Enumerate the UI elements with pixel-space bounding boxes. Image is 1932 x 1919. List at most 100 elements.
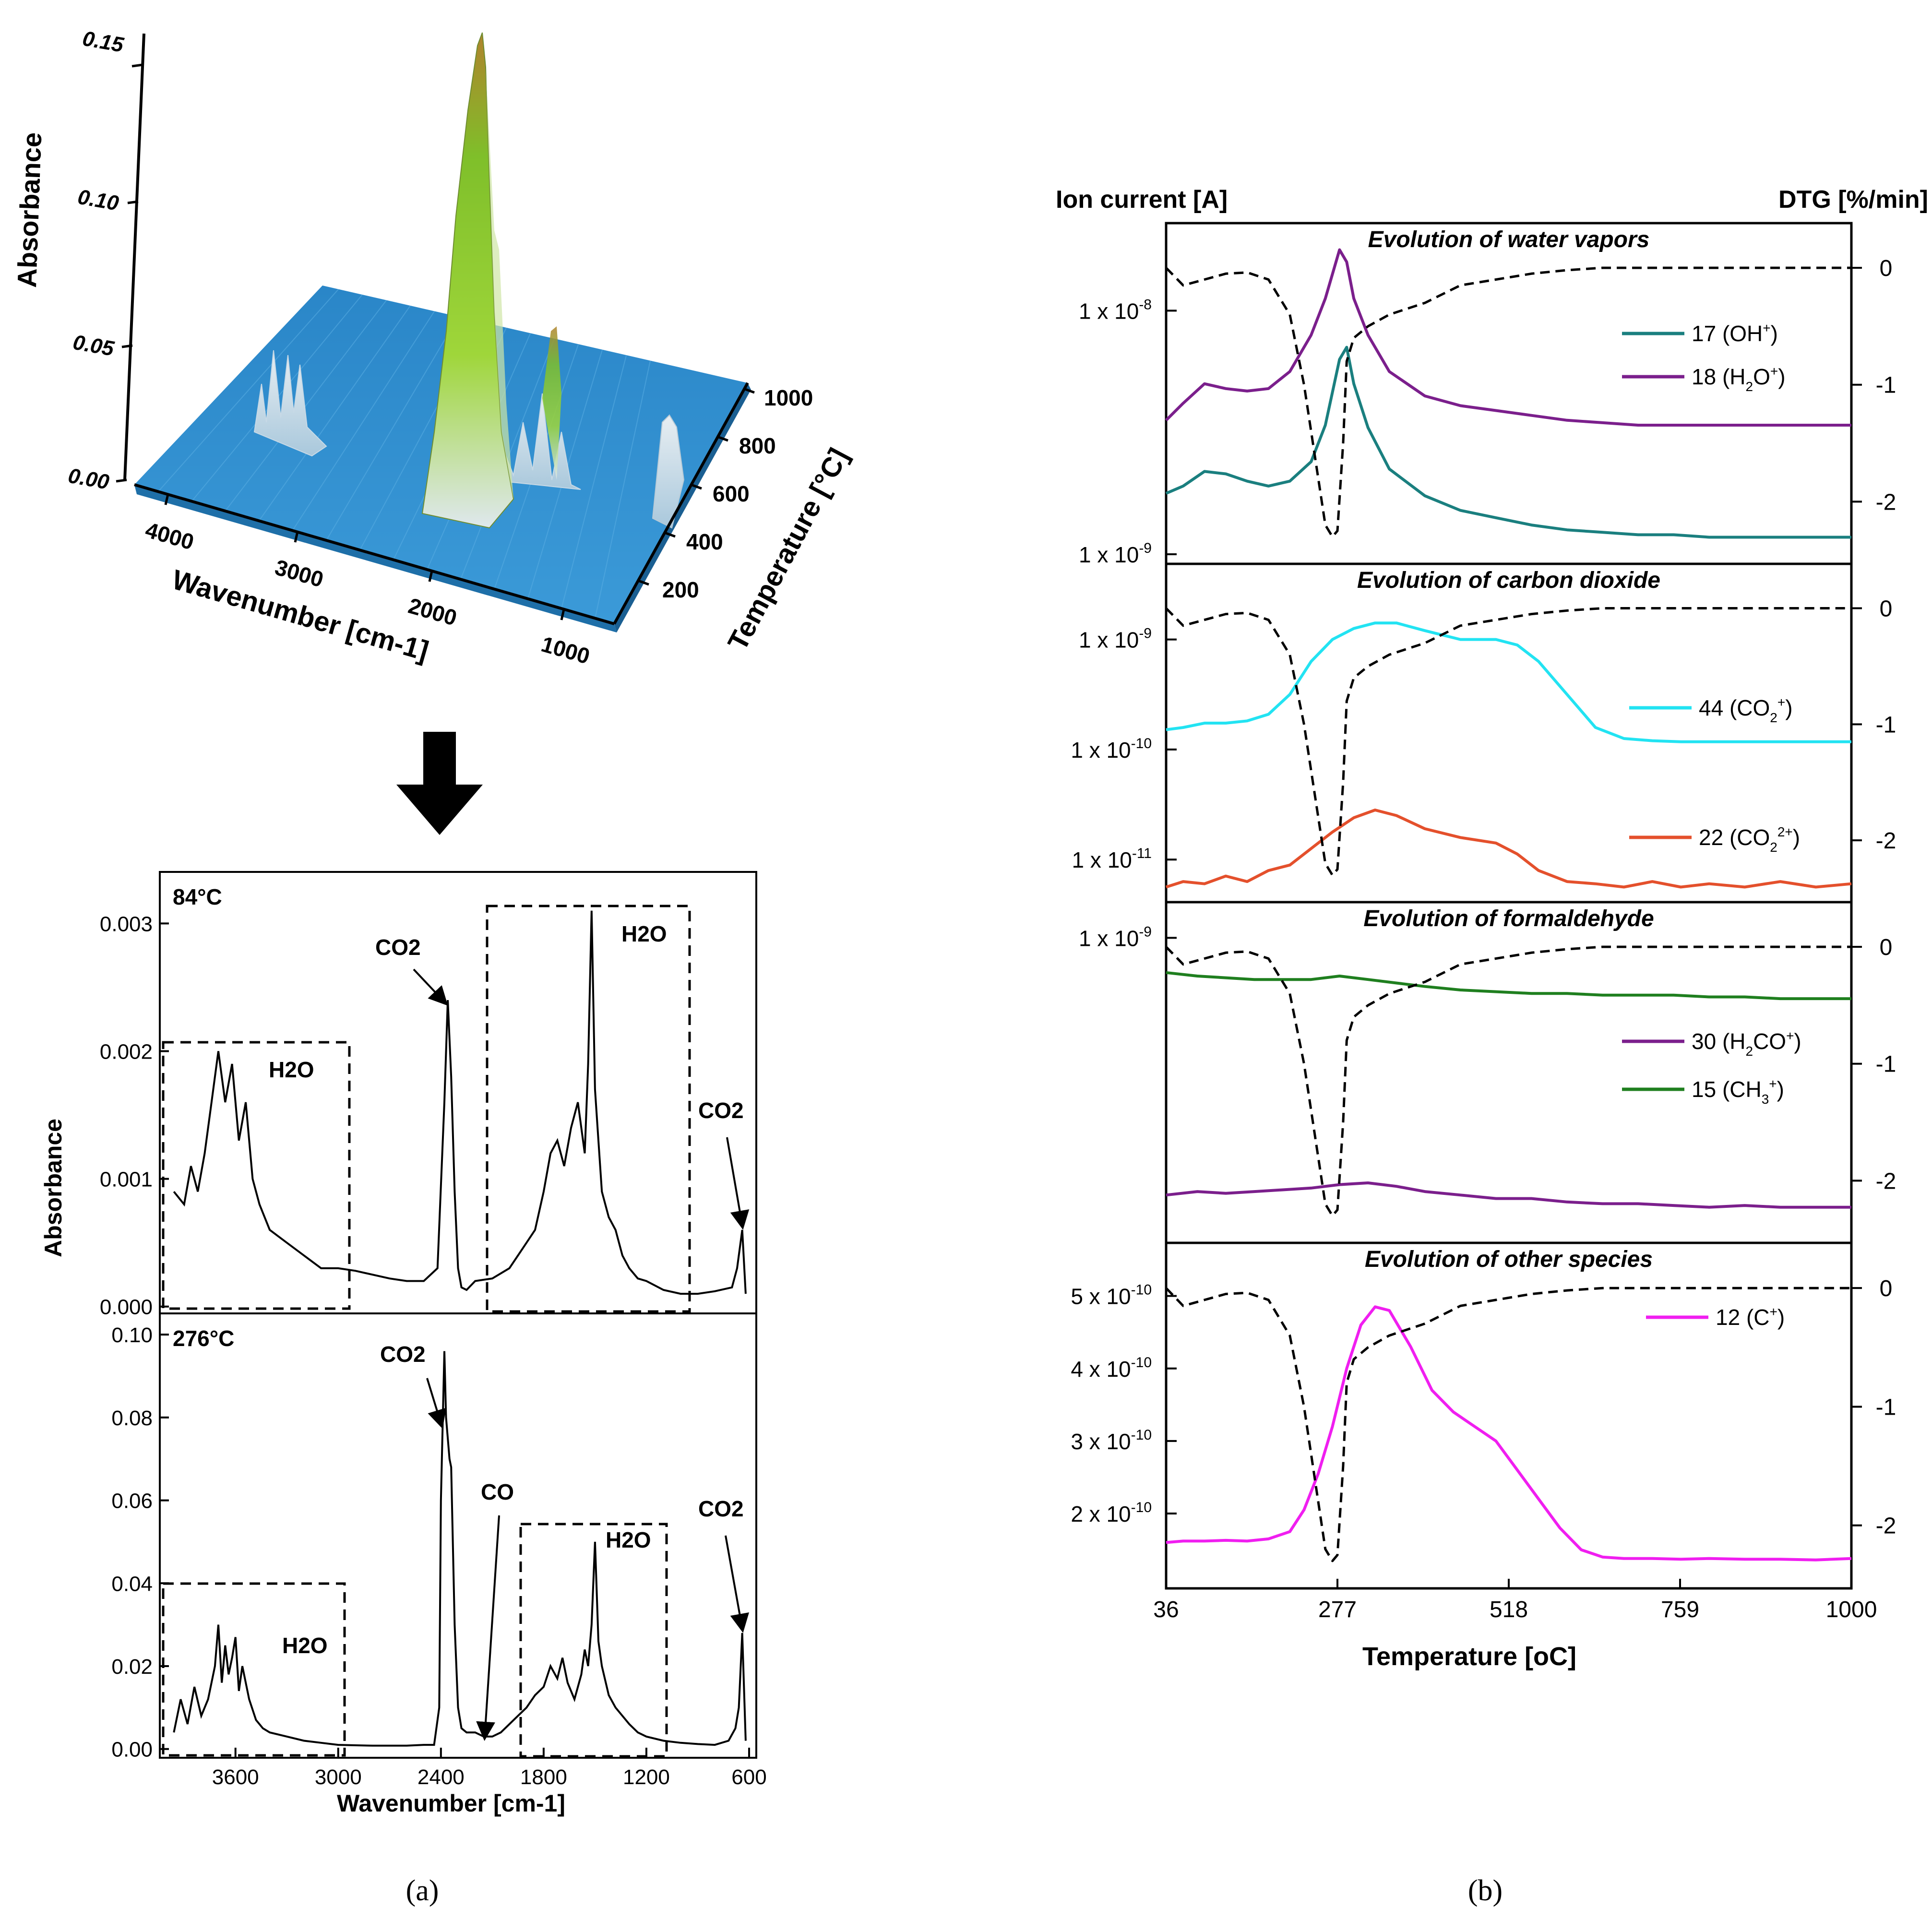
y-tick-label: 0.003 bbox=[100, 912, 153, 936]
temperature-tick-3d: 1000 bbox=[764, 385, 813, 410]
h2o-box-high-84C bbox=[162, 1041, 351, 1310]
ms-right-tick-label: -2 bbox=[1876, 1514, 1896, 1539]
absorbance-axis-3d bbox=[123, 33, 145, 480]
ms-panel-0: Evolution of water vapors 0 -1 -2 1 x 10-8 1 … bbox=[1079, 222, 1896, 567]
ms-panel-frame bbox=[1165, 562, 1853, 904]
ms-right-tick-label: -2 bbox=[1876, 828, 1896, 854]
annotation-co2-276C-a: CO2 bbox=[380, 1342, 446, 1429]
legend-entry: 17 (OH+) bbox=[1622, 321, 1778, 346]
legend-label: 18 (H2O+) bbox=[1692, 364, 1786, 394]
ms-panel-title: Evolution of other species bbox=[1365, 1247, 1653, 1272]
annotation-co2-84C-a: CO2 bbox=[375, 935, 448, 1006]
annotation-text: CO bbox=[481, 1479, 514, 1504]
ftir-3d-plot: 0.00 0.05 0.10 0.15 Absorbance bbox=[12, 27, 855, 669]
peak-co2-low-3d bbox=[652, 414, 685, 529]
ion-current-curve bbox=[1165, 346, 1851, 539]
ion-current-curve bbox=[1166, 621, 1851, 743]
ms-right-tick-label: -2 bbox=[1876, 1168, 1896, 1194]
spectrum-line-84C bbox=[173, 910, 747, 1295]
annotation-h2o-84C-a: H2O bbox=[269, 1057, 314, 1082]
ms-left-tick-label: 5 x 10-10 bbox=[1071, 1282, 1152, 1309]
legend-label: 30 (H2CO+) bbox=[1692, 1028, 1801, 1059]
ms-left-tick-label: 4 x 10-10 bbox=[1071, 1355, 1152, 1382]
annotation-text: H2O bbox=[282, 1633, 328, 1658]
ms-right-tick-label: -1 bbox=[1876, 1052, 1896, 1077]
ms-left-tick-label: 3 x 10-10 bbox=[1071, 1427, 1152, 1454]
temperature-ticks-3d bbox=[638, 387, 755, 586]
legend-entry: 44 (CO2+) bbox=[1629, 695, 1793, 725]
y-tick-label: 0.000 bbox=[100, 1296, 153, 1319]
h2o-box-low-276C bbox=[519, 1523, 668, 1758]
ms-left-tick-label: 1 x 10-9 bbox=[1079, 540, 1152, 567]
dtg-curve bbox=[1165, 1287, 1851, 1562]
legend-label: 15 (CH3+) bbox=[1692, 1076, 1784, 1107]
ms-x-tick-label: 1000 bbox=[1826, 1597, 1877, 1622]
temperature-tick-3d: 200 bbox=[662, 577, 699, 602]
spectra-frame bbox=[159, 871, 757, 1759]
ms-ylabel-right: DTG [%/min] bbox=[1778, 186, 1928, 214]
wavenumber-ticks-3d bbox=[164, 494, 565, 620]
ms-right-tick-label: -1 bbox=[1876, 712, 1896, 738]
z-tick-3d: 0.00 bbox=[66, 464, 111, 494]
h2o-box-high-276C bbox=[162, 1582, 346, 1757]
annotation-text: CO2 bbox=[375, 935, 421, 960]
legend-label: 17 (OH+) bbox=[1692, 321, 1778, 346]
y-ticks-276C: 0.00 0.02 0.04 0.06 0.08 0.10 bbox=[111, 1323, 169, 1762]
x-ticks-276C: 3600 3000 2400 1800 1200 600 bbox=[212, 1748, 767, 1789]
dtg-curve bbox=[1165, 607, 1851, 877]
z-tick-3d: 0.10 bbox=[76, 185, 120, 215]
y-tick-label: 0.001 bbox=[100, 1168, 153, 1192]
temperature-tick-3d: 800 bbox=[739, 433, 776, 458]
annotation-text: CO2 bbox=[698, 1496, 744, 1521]
y-tick-label: 0.08 bbox=[111, 1406, 153, 1430]
legend-label: 12 (C+) bbox=[1716, 1304, 1785, 1330]
x-tick-label: 3000 bbox=[315, 1765, 362, 1789]
peak-co2-main-3d bbox=[421, 32, 514, 529]
x-tick-label: 1800 bbox=[520, 1765, 567, 1789]
y-tick-label: 0.10 bbox=[111, 1323, 153, 1347]
annotation-co-276C: CO bbox=[476, 1479, 514, 1741]
temperature-axis-3d bbox=[613, 382, 749, 625]
wavenumber-tick-3d: 1000 bbox=[538, 632, 593, 669]
spectra-ylabel: Absorbance bbox=[40, 1119, 67, 1257]
dtg-curve bbox=[1165, 945, 1851, 1217]
ms-right-tick-label: -2 bbox=[1876, 489, 1896, 515]
x-tick-label: 1200 bbox=[623, 1765, 670, 1789]
x-tick-label: 3600 bbox=[212, 1765, 259, 1789]
temperature-tick-3d: 400 bbox=[686, 529, 723, 554]
z-tick-3d: 0.05 bbox=[71, 331, 116, 361]
ms-left-tick-label: 1 x 10-10 bbox=[1071, 736, 1152, 763]
y-tick-label: 0.04 bbox=[111, 1572, 153, 1596]
wavenumber-tick-3d: 4000 bbox=[143, 517, 197, 555]
ms-panel-2: Evolution of formaldehyde 0 -1 -2 1 x 10-9 30… bbox=[1079, 901, 1896, 1244]
legend-label: 44 (CO2+) bbox=[1699, 695, 1793, 725]
ms-right-tick-label: 0 bbox=[1880, 935, 1893, 960]
annotation-co2-84C-b: CO2 bbox=[698, 1098, 750, 1230]
annotation-text: CO2 bbox=[698, 1098, 744, 1123]
temperature-axis-label-3d: Temperature [°C] bbox=[722, 443, 855, 656]
annotation-h2o-276C-b: H2O bbox=[606, 1527, 651, 1552]
surface-texture bbox=[158, 289, 651, 619]
annotation-co2-276C-b: CO2 bbox=[698, 1496, 750, 1633]
annotation-h2o-276C-a: H2O bbox=[282, 1633, 328, 1658]
caption-a: (a) bbox=[406, 1874, 439, 1907]
wavenumber-tick-3d: 2000 bbox=[405, 593, 460, 631]
z-axis-label-3d: Absorbance bbox=[12, 132, 47, 288]
ms-plot: Ion current [A] DTG [%/min] Evolution of… bbox=[1056, 186, 1928, 1671]
y-tick-label: 0.00 bbox=[111, 1738, 153, 1762]
annotation-text: H2O bbox=[269, 1057, 314, 1082]
spectrum-line-276C bbox=[173, 1351, 747, 1747]
y-tick-label: 0.02 bbox=[111, 1655, 153, 1679]
x-tick-label: 600 bbox=[731, 1765, 766, 1789]
ms-x-tick-label: 759 bbox=[1661, 1597, 1699, 1622]
ms-left-tick-label: 2 x 10-10 bbox=[1071, 1500, 1152, 1526]
dtg-curve bbox=[1165, 266, 1851, 538]
y-tick-label: 0.002 bbox=[100, 1040, 153, 1064]
surface-side-edge bbox=[614, 383, 751, 632]
ms-ylabel-left: Ion current [A] bbox=[1056, 186, 1228, 214]
ms-panels: Evolution of water vapors 0 -1 -2 1 x 10-8 1 … bbox=[1071, 222, 1896, 1590]
wavenumber-axis-3d bbox=[134, 483, 615, 625]
ms-x-tick-label: 518 bbox=[1490, 1597, 1528, 1622]
ms-right-tick-label: 0 bbox=[1880, 1276, 1893, 1301]
